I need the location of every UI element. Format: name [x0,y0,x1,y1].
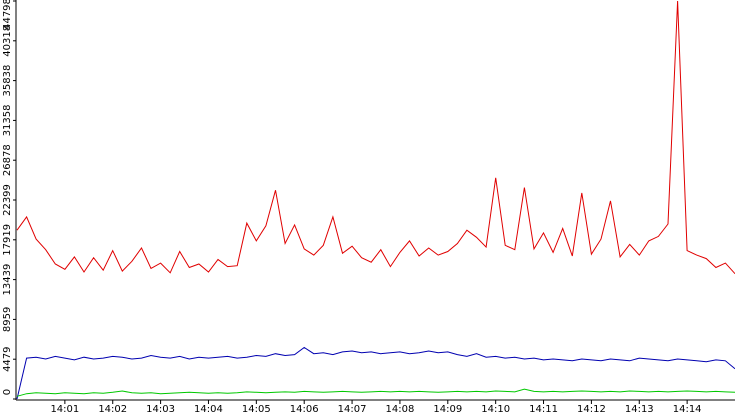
x-tick-label: 14:10 [481,404,510,415]
y-tick-label: 26878 [2,144,13,176]
y-tick-label: 4479 [2,346,13,371]
x-tick-label: 14:04 [194,404,223,415]
data-line [16,0,735,275]
x-tick-label: 14:14 [673,404,702,415]
y-tick-label: 35838 [2,65,13,97]
y-tick-label: 31358 [2,104,13,136]
x-tick-label: 14:03 [146,404,175,415]
data-line [16,388,735,397]
x-tick-label: 14:12 [577,404,606,415]
x-tick-label: 14:07 [338,404,367,415]
y-tick-label: 8959 [2,307,13,332]
y-tick-label: 40318 [2,25,13,57]
x-tick-label: 14:06 [290,404,319,415]
data-line [16,346,735,400]
y-tick-label: 0 [2,389,13,395]
y-tick-label: 22399 [2,184,13,216]
x-tick-label: 14:02 [98,404,127,415]
x-tick-label: 14:09 [433,404,462,415]
y-tick-label: 13439 [2,264,13,296]
x-tick-label: 14:11 [529,404,558,415]
x-tick-label: 14:01 [50,404,79,415]
x-tick-label: 14:08 [386,404,415,415]
y-tick-label: 44798 [2,0,13,30]
x-tick-label: 14:13 [625,404,654,415]
x-tick-label: 14:05 [242,404,271,415]
y-tick-label: 17919 [2,224,13,256]
